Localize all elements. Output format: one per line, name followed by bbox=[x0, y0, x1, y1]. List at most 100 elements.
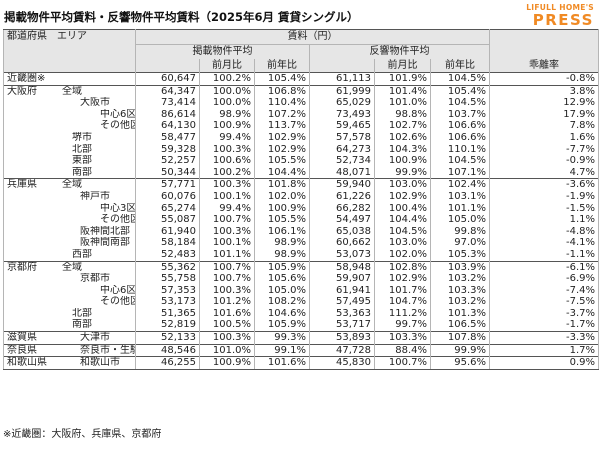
cell-gap-rate: -1.9% bbox=[489, 190, 599, 203]
header-blank bbox=[3, 59, 136, 73]
cell-listed-yoy: 110.4% bbox=[254, 97, 310, 109]
cell-gap-rate: -0.9% bbox=[489, 155, 599, 167]
cell-response-mom: 100.9% bbox=[374, 155, 431, 167]
table-row: 大阪市 73,414 100.0% 110.4% 65,029 101.0% 104.5% 1… bbox=[3, 97, 599, 109]
cell-listed-yoy: 105.5% bbox=[254, 155, 310, 167]
prefecture-label: 滋賀県 bbox=[7, 332, 37, 344]
cell-response-price: 53,717 bbox=[309, 319, 375, 332]
cell-area: 和歌山県 和歌山市 bbox=[3, 356, 136, 370]
cell-response-mom: 99.9% bbox=[374, 166, 431, 179]
cell-response-mom: 88.4% bbox=[374, 343, 431, 357]
cell-listed-yoy: 105.5% bbox=[254, 214, 310, 226]
cell-response-yoy: 103.3% bbox=[430, 284, 490, 297]
cell-listed-yoy: 102.9% bbox=[254, 143, 310, 156]
cell-response-price: 61,999 bbox=[309, 84, 375, 98]
cell-response-price: 59,465 bbox=[309, 120, 375, 132]
cell-listed-price: 57,771 bbox=[135, 178, 200, 191]
area-label: その他区 bbox=[100, 120, 135, 132]
cell-listed-yoy: 105.4% bbox=[254, 72, 310, 86]
cell-response-mom: 103.0% bbox=[374, 237, 431, 249]
cell-area: 中心6区 bbox=[3, 108, 136, 121]
header-blank bbox=[135, 59, 200, 73]
prefecture-label: 奈良県 bbox=[7, 344, 37, 356]
table-row: 滋賀県 大津市 52,133 100.3% 99.3% 53,893 103.3% 107.8… bbox=[3, 331, 599, 345]
cell-response-yoy: 104.5% bbox=[430, 72, 490, 86]
cell-listed-yoy: 105.9% bbox=[254, 260, 310, 274]
cell-listed-mom: 100.2% bbox=[199, 166, 255, 179]
table-row: 京都市 55,758 100.7% 105.6% 59,907 102.9% 103.2% -… bbox=[3, 273, 599, 285]
cell-response-price: 61,941 bbox=[309, 284, 375, 297]
cell-gap-rate: -6.1% bbox=[489, 260, 599, 274]
cell-listed-mom: 101.6% bbox=[199, 307, 255, 320]
cell-listed-yoy: 104.6% bbox=[254, 307, 310, 320]
area-label: 堺市 bbox=[72, 131, 92, 143]
header-row-1: 都道府県 エリア 賃料（円） bbox=[3, 29, 599, 59]
cell-gap-rate: 12.9% bbox=[489, 97, 599, 109]
table-row: 和歌山県 和歌山市 46,255 100.9% 101.6% 45,830 100.7% 95… bbox=[3, 356, 599, 370]
cell-listed-yoy: 102.0% bbox=[254, 190, 310, 203]
cell-listed-yoy: 102.9% bbox=[254, 131, 310, 144]
cell-area: 南部 bbox=[3, 166, 136, 179]
cell-listed-mom: 100.0% bbox=[199, 84, 255, 98]
cell-gap-rate: 3.8% bbox=[489, 84, 599, 98]
cell-response-price: 48,071 bbox=[309, 166, 375, 179]
cell-response-yoy: 99.8% bbox=[430, 225, 490, 238]
header-rent: 賃料（円） bbox=[135, 29, 490, 45]
header-blank bbox=[309, 59, 375, 73]
cell-gap-rate: -1.1% bbox=[489, 248, 599, 261]
table-row: 東部 52,257 100.6% 105.5% 52,734 100.9% 104.5% -0… bbox=[3, 155, 599, 167]
cell-response-mom: 104.3% bbox=[374, 143, 431, 156]
table-row: 北部 59,328 100.3% 102.9% 64,273 104.3% 110.1% -7… bbox=[3, 143, 599, 156]
cell-response-mom: 104.7% bbox=[374, 296, 431, 308]
cell-listed-price: 50,344 bbox=[135, 166, 200, 179]
cell-listed-mom: 100.3% bbox=[199, 225, 255, 238]
cell-response-mom: 102.8% bbox=[374, 260, 431, 274]
cell-listed-price: 55,758 bbox=[135, 273, 200, 285]
table-row: 京都府 全域 55,362 100.7% 105.9% 58,948 102.8% 103.9… bbox=[3, 260, 599, 274]
cell-response-yoy: 107.1% bbox=[430, 166, 490, 179]
cell-listed-price: 60,647 bbox=[135, 72, 200, 86]
header-listed-mom: 前月比 bbox=[199, 59, 255, 73]
cell-area: 京都府 全域 bbox=[3, 260, 136, 274]
cell-gap-rate: -6.9% bbox=[489, 273, 599, 285]
cell-gap-rate: -3.3% bbox=[489, 331, 599, 345]
cell-response-price: 59,940 bbox=[309, 178, 375, 191]
area-label: その他区 bbox=[100, 296, 135, 308]
cell-response-yoy: 106.5% bbox=[430, 319, 490, 332]
header-row-2: 掲載物件平均 反響物件平均 bbox=[4, 44, 599, 59]
cell-listed-price: 52,483 bbox=[135, 248, 200, 261]
cell-listed-yoy: 105.6% bbox=[254, 273, 310, 285]
logo-line-2: PRESS bbox=[532, 11, 594, 29]
cell-response-mom: 102.6% bbox=[374, 131, 431, 144]
cell-response-yoy: 101.1% bbox=[430, 202, 490, 215]
cell-area: 滋賀県 大津市 bbox=[3, 331, 136, 345]
table-row: その他区64,130100.9%113.7%59,465102.7%106.6%… bbox=[3, 120, 599, 132]
cell-response-yoy: 110.1% bbox=[430, 143, 490, 156]
cell-response-price: 47,728 bbox=[309, 343, 375, 357]
cell-gap-rate: 7.8% bbox=[489, 120, 599, 132]
area-label: 北部 bbox=[72, 307, 92, 319]
cell-listed-price: 58,184 bbox=[135, 237, 200, 249]
cell-response-price: 45,830 bbox=[309, 356, 375, 370]
cell-gap-rate: -3.7% bbox=[489, 307, 599, 320]
cell-area: 中心6区 bbox=[3, 284, 136, 297]
cell-area: 堺市 bbox=[3, 131, 136, 144]
cell-response-mom: 99.7% bbox=[374, 319, 431, 332]
cell-response-price: 66,282 bbox=[309, 202, 375, 215]
cell-area: 西部 bbox=[3, 248, 136, 261]
table-row: 阪神間北部 61,940 100.3% 106.1% 65,038 104.5% 99.8%… bbox=[3, 225, 599, 238]
cell-response-mom: 103.0% bbox=[374, 178, 431, 191]
cell-listed-yoy: 105.9% bbox=[254, 319, 310, 332]
cell-listed-mom: 98.9% bbox=[199, 108, 255, 121]
area-label: 全域 bbox=[62, 261, 82, 273]
cell-response-price: 61,113 bbox=[309, 72, 375, 86]
cell-listed-price: 48,546 bbox=[135, 343, 200, 357]
cell-listed-mom: 100.7% bbox=[199, 214, 255, 226]
area-label: 南部 bbox=[72, 166, 92, 178]
rent-table: 都道府県 エリア 賃料（円） 掲載物件平均 反響物件平均 前月比 前年比 前月比… bbox=[3, 29, 599, 370]
table-row: 南部 52,819 100.5% 105.9% 53,717 99.7% 106.5% -1.… bbox=[3, 319, 599, 332]
cell-response-mom: 101.0% bbox=[374, 97, 431, 109]
cell-response-yoy: 106.6% bbox=[430, 120, 490, 132]
cell-response-price: 53,893 bbox=[309, 331, 375, 345]
cell-area: 北部 bbox=[3, 307, 136, 320]
